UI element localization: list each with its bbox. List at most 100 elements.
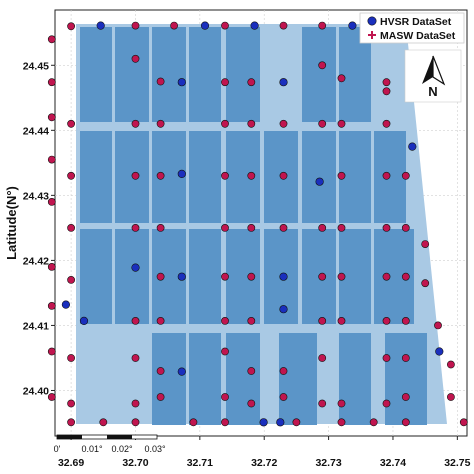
hvsr-point: [315, 177, 324, 186]
masw-point: [337, 74, 346, 83]
masw-point: [382, 354, 391, 362]
masw-point: [221, 393, 229, 401]
block: [189, 27, 221, 122]
block: [339, 333, 371, 425]
masw-point: [67, 399, 75, 408]
masw-point: [279, 171, 288, 180]
masw-point: [47, 393, 56, 401]
masw-point: [279, 223, 288, 232]
block: [385, 333, 427, 425]
masw-point: [131, 418, 140, 427]
y-tick-label: 24.45: [23, 60, 49, 72]
masw-point: [67, 119, 75, 128]
masw-point: [279, 367, 288, 375]
block: [279, 333, 317, 425]
hvsr-point: [250, 21, 259, 30]
hvsr-point: [408, 142, 417, 151]
masw-point: [337, 272, 346, 281]
hvsr-point: [435, 347, 444, 356]
masw-point: [292, 418, 301, 427]
masw-point: [382, 171, 391, 180]
legend-box: [359, 12, 465, 44]
x-tick-label: 32.73: [315, 457, 341, 469]
masw-point: [221, 316, 229, 325]
masw-point: [221, 171, 229, 180]
masw-point: [446, 393, 455, 401]
masw-point: [434, 321, 442, 330]
block: [189, 131, 221, 223]
scale-label-2: 0.02°: [111, 444, 133, 454]
masw-point: [47, 78, 56, 87]
masw-point: [131, 119, 140, 128]
hvsr-point: [177, 169, 186, 178]
block: [115, 229, 149, 324]
hvsr-point: [177, 367, 186, 376]
y-tick-label: 24.40: [23, 385, 49, 397]
masw-point: [67, 418, 75, 427]
y-tick-label: 24.42: [23, 255, 49, 267]
masw-point: [337, 399, 346, 408]
legend: HVSR DataSet MASW DataSet: [359, 12, 465, 44]
masw-point: [337, 171, 346, 180]
masw-point: [67, 275, 75, 284]
masw-point: [382, 316, 391, 325]
masw-point: [421, 240, 430, 248]
masw-point: [67, 22, 75, 31]
hvsr-point: [200, 21, 210, 30]
masw-point: [247, 399, 256, 408]
masw-point: [318, 354, 327, 362]
masw-point: [131, 171, 140, 180]
hvsr-point: [348, 21, 357, 30]
block: [152, 333, 186, 425]
masw-point: [156, 393, 165, 401]
masw-point: [401, 316, 410, 325]
scale-bar-segment: [57, 435, 82, 439]
x-tick-label: 32.74: [380, 457, 406, 469]
hvsr-point: [259, 418, 268, 427]
scale-bar: 0' 0.01° 0.02° 0.03°: [54, 434, 166, 454]
masw-point: [382, 272, 391, 281]
masw-legend-marker: [368, 31, 376, 39]
masw-point: [156, 77, 165, 86]
hvsr-points: [61, 21, 444, 427]
masw-point: [337, 418, 346, 427]
masw-point: [156, 272, 165, 281]
masw-point: [221, 223, 229, 232]
scale-label-0: 0': [54, 444, 61, 454]
masw-point: [247, 223, 256, 232]
masw-point: [401, 223, 410, 232]
masw-point: [99, 418, 108, 427]
y-tick-label: 24.44: [23, 125, 49, 137]
masw-point: [47, 35, 56, 44]
masw-point: [221, 272, 229, 281]
masw-point: [382, 223, 391, 232]
masw-point: [318, 61, 327, 70]
block: [226, 27, 260, 122]
masw-point: [279, 21, 288, 30]
hvsr-point: [96, 21, 105, 30]
hvsr-point: [177, 78, 186, 87]
masw-point: [247, 171, 256, 180]
scale-label-3: 0.03°: [144, 444, 166, 454]
masw-point: [47, 301, 56, 310]
hvsr-point: [177, 272, 186, 281]
masw-point: [131, 399, 140, 408]
x-tick-label: 32.75: [444, 457, 470, 469]
masw-point: [401, 171, 410, 180]
x-axis: 32.69 32.70 32.71 32.72 32.73 32.74 32.75: [58, 436, 471, 469]
block: [226, 333, 260, 425]
masw-point: [131, 21, 140, 30]
masw-point: [67, 223, 75, 232]
north-label: N: [428, 84, 437, 99]
masw-point: [156, 223, 165, 232]
north-arrow: N: [404, 49, 462, 103]
masw-point: [47, 155, 56, 164]
hvsr-point: [61, 300, 71, 309]
block: [152, 27, 186, 122]
x-tick-label: 32.72: [251, 457, 277, 469]
scale-bar-segment: [107, 435, 132, 439]
block: [189, 333, 221, 425]
masw-point: [421, 279, 430, 288]
masw-point: [318, 272, 327, 281]
masw-point: [221, 119, 229, 128]
